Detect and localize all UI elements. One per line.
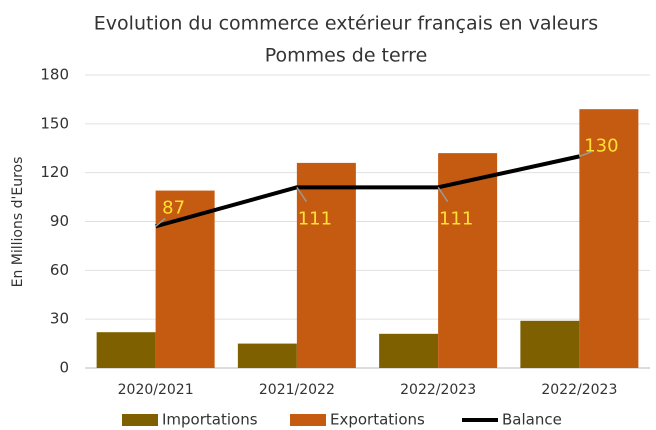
y-tick-label: 120 xyxy=(40,163,69,181)
data-label: 130 xyxy=(584,135,618,156)
data-label: 111 xyxy=(298,208,332,229)
data-label: 87 xyxy=(162,197,185,218)
chart-title: Evolution du commerce extérieur français… xyxy=(94,13,598,35)
leader-line xyxy=(579,151,592,158)
y-tick-label: 150 xyxy=(40,114,69,132)
leader-line xyxy=(437,186,449,203)
x-tick-label: 2022/2023 xyxy=(541,382,617,398)
bar xyxy=(237,343,297,368)
data-label: 111 xyxy=(439,208,473,229)
legend-label: Importations xyxy=(162,411,258,429)
bar xyxy=(296,162,356,368)
bar xyxy=(96,332,156,368)
x-tick-label: 2021/2022 xyxy=(259,382,335,398)
y-tick-label: 30 xyxy=(50,310,69,328)
leader-line xyxy=(296,186,308,203)
y-axis-label: En Millions d'Euros xyxy=(10,157,26,288)
line xyxy=(155,154,580,229)
legend-swatch xyxy=(290,414,326,426)
bar xyxy=(438,153,498,368)
bar xyxy=(520,320,580,368)
y-tick-label: 180 xyxy=(40,66,69,84)
legend-label: Exportations xyxy=(330,411,425,429)
leader-line xyxy=(155,217,166,227)
y-tick-label: 60 xyxy=(50,261,69,279)
x-tick-label: 2022/2023 xyxy=(400,382,476,398)
bar xyxy=(379,333,439,368)
chart-subtitle: Pommes de terre xyxy=(265,45,428,67)
y-tick-label: 90 xyxy=(50,212,69,230)
y-tick-label: 0 xyxy=(59,359,69,377)
legend-label: Balance xyxy=(502,411,562,429)
legend-swatch xyxy=(122,414,158,426)
x-tick-label: 2020/2021 xyxy=(118,382,194,398)
